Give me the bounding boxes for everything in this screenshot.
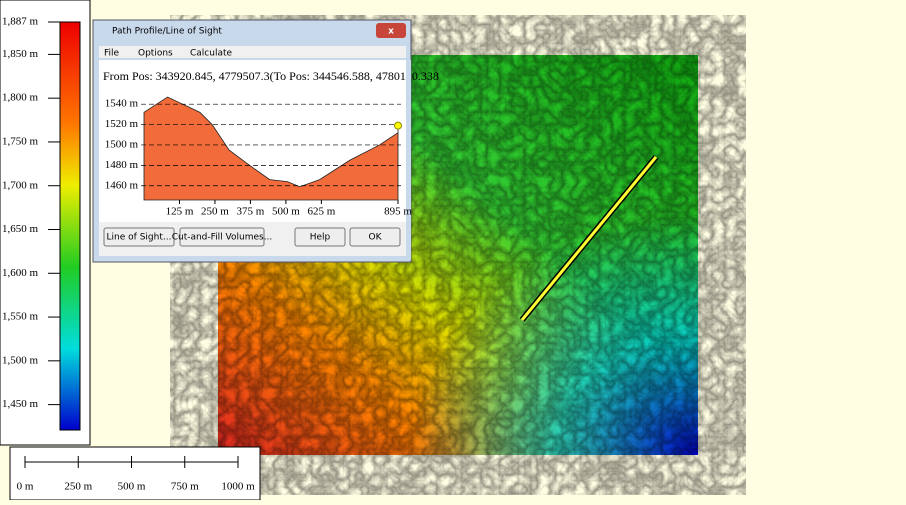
menu-item[interactable]: Options bbox=[138, 49, 173, 59]
button-label[interactable]: Line of Sight... bbox=[107, 233, 172, 243]
legend-label: 1,800 m bbox=[2, 92, 39, 104]
button-label[interactable]: Help bbox=[310, 233, 331, 243]
x-tick-label: 125 m bbox=[166, 206, 194, 218]
legend-label: 1,500 m bbox=[2, 354, 39, 366]
legend-label: 1,850 m bbox=[2, 48, 39, 60]
legend-label: 1,450 m bbox=[2, 398, 39, 410]
color-bar bbox=[59, 21, 81, 431]
button[interactable] bbox=[349, 227, 401, 247]
button[interactable] bbox=[179, 227, 265, 247]
scale-label: 750 m bbox=[171, 481, 199, 493]
y-tick-label: 1500 m bbox=[105, 138, 139, 150]
profile-area bbox=[143, 96, 399, 201]
dialog: Path Profile/Line of Sight x File Options… bbox=[92, 19, 439, 263]
button-label[interactable]: Cut-and-Fill Volumes... bbox=[172, 233, 273, 243]
legend-label: 1,887 m bbox=[2, 16, 39, 28]
button[interactable] bbox=[294, 227, 346, 247]
y-tick-label: 1460 m bbox=[105, 179, 139, 191]
dialog-title: Path Profile/Line of Sight bbox=[112, 27, 222, 37]
scale-label: 0 m bbox=[17, 481, 34, 493]
svg-text:x: x bbox=[388, 27, 394, 37]
position-text: From Pos: 343920.845, 4779507.3(To Pos: … bbox=[103, 69, 439, 83]
legend-label: 1,750 m bbox=[2, 135, 39, 147]
legend-label: 1,550 m bbox=[2, 311, 39, 323]
legend-label: 1,600 m bbox=[2, 267, 39, 279]
x-tick-label: 250 m bbox=[201, 206, 229, 218]
scale-label: 500 m bbox=[118, 481, 146, 493]
end-marker bbox=[394, 121, 402, 130]
x-tick-label: 895 m bbox=[384, 206, 412, 218]
y-tick-label: 1520 m bbox=[105, 118, 139, 130]
legend-label: 1,650 m bbox=[2, 223, 39, 235]
x-tick-label: 375 m bbox=[237, 206, 265, 218]
button-label[interactable]: OK bbox=[369, 233, 383, 243]
scale-label: 250 m bbox=[64, 481, 92, 493]
menu-item[interactable]: Calculate bbox=[190, 49, 232, 59]
x-tick-label: 625 m bbox=[307, 206, 335, 218]
y-tick-label: 1540 m bbox=[105, 98, 139, 110]
legend-label: 1,700 m bbox=[2, 179, 39, 191]
x-tick-label: 500 m bbox=[272, 206, 300, 218]
scale-label: 1000 m bbox=[221, 481, 255, 493]
y-tick-label: 1480 m bbox=[105, 159, 139, 171]
close-button[interactable] bbox=[376, 23, 406, 38]
menu-item[interactable]: File bbox=[104, 49, 120, 59]
button[interactable] bbox=[103, 227, 175, 247]
